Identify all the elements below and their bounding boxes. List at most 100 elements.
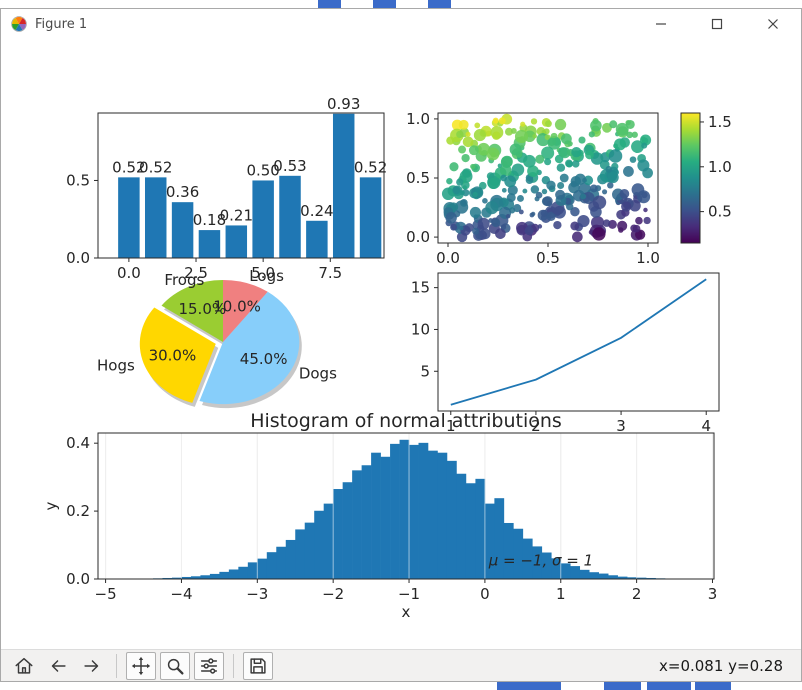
- hist-bar: [162, 577, 173, 579]
- scatter-point: [590, 119, 602, 132]
- y-tick-label: 5: [420, 362, 430, 380]
- hist-bar: [266, 552, 277, 579]
- scatter-point: [459, 190, 465, 196]
- bar-value-label: 0.93: [327, 95, 360, 113]
- scatter-point: [623, 166, 634, 177]
- background-window-fragment: [318, 0, 341, 8]
- toolbar-separator: [233, 653, 234, 678]
- maximize-button[interactable]: [689, 9, 745, 39]
- scatter-point: [530, 211, 536, 217]
- scatter-point: [631, 131, 638, 138]
- x-tick-label: 0.5: [536, 249, 560, 267]
- scatter-point: [643, 207, 648, 213]
- scatter-point: [518, 209, 524, 215]
- background-window-fragment: [695, 682, 731, 690]
- background-window-fragment: [647, 682, 691, 690]
- x-tick-label: −4: [170, 585, 192, 603]
- scatter-point: [473, 129, 486, 142]
- scatter-point: [501, 187, 507, 193]
- scatter-point: [449, 162, 459, 172]
- hist-bar: [380, 456, 391, 579]
- scatter-point: [485, 201, 499, 215]
- axes-box: [97, 432, 715, 580]
- line-chart: 1 2 3 4 5 10 15: [411, 272, 720, 435]
- y-tick-label: 1.0: [406, 110, 430, 128]
- figure-canvas[interactable]: 0.52 0.52 0.36 0.18 0.21 0.50 0.53 0.24 0.93 0.52…: [1, 39, 801, 649]
- titlebar[interactable]: Figure 1: [1, 9, 801, 39]
- hist-bar: [418, 442, 429, 579]
- pie-label: Hogs: [97, 356, 135, 374]
- pie-percent-label: 10.0%: [213, 298, 261, 316]
- bar: [144, 177, 167, 258]
- hist-bar: [522, 538, 533, 579]
- back-button[interactable]: [43, 652, 73, 680]
- scatter-point: [495, 228, 506, 239]
- pie-label: Logs: [249, 267, 284, 285]
- scatter-point: [632, 224, 641, 233]
- scatter-point: [559, 173, 569, 183]
- scatter-point: [522, 188, 528, 194]
- bottom-edge: [0, 682, 802, 690]
- scatter-point: [553, 220, 562, 230]
- scatter-point: [578, 136, 586, 144]
- pan-button[interactable]: [126, 651, 156, 680]
- hist-bar: [247, 562, 258, 579]
- scatter-point: [570, 206, 580, 217]
- scatter-point: [567, 140, 573, 147]
- close-button[interactable]: [745, 9, 801, 39]
- scatter-point: [461, 153, 470, 163]
- pie-slice: [139, 307, 216, 403]
- scatter-point: [486, 147, 500, 161]
- hist-bar: [608, 575, 618, 579]
- scatter-point: [615, 122, 629, 136]
- scatter-point: [446, 177, 453, 185]
- background-window-fragment: [497, 682, 561, 690]
- forward-button[interactable]: [77, 652, 107, 680]
- hist-bar: [560, 563, 571, 579]
- scatter-point: [530, 118, 538, 125]
- hist-bar: [598, 573, 609, 579]
- cursor-position: x=0.081 y=0.28: [659, 656, 783, 675]
- scatter-point: [621, 201, 632, 212]
- hist-bar: [390, 443, 400, 579]
- zoom-button[interactable]: [160, 651, 190, 680]
- hist-bar: [314, 510, 324, 579]
- scatter-point: [446, 136, 455, 145]
- window-title: Figure 1: [35, 16, 88, 32]
- subplots-button[interactable]: [194, 651, 224, 680]
- scatter-point: [602, 219, 611, 227]
- scatter-point: [516, 194, 524, 202]
- scatter-point: [479, 228, 491, 240]
- hist-bar: [579, 569, 590, 579]
- scatter-point: [605, 165, 613, 173]
- scatter-point: [510, 127, 517, 134]
- bar: [252, 180, 274, 258]
- x-tick-label: 5.0: [251, 264, 275, 282]
- scatter-point: [545, 120, 552, 128]
- save-button[interactable]: [243, 651, 273, 680]
- scatter-point: [589, 184, 598, 193]
- arrow-right-icon: [84, 659, 99, 672]
- scatter-point: [554, 118, 567, 131]
- scatter-point: [631, 140, 644, 154]
- toolbar-separator: [116, 653, 117, 678]
- floppy-disk-icon: [250, 657, 266, 674]
- y-tick-label: 0.5: [406, 169, 430, 187]
- hist-bar: [342, 482, 353, 579]
- scatter-point: [629, 156, 637, 163]
- scatter-point: [602, 189, 608, 195]
- line-series: [450, 278, 707, 406]
- hist-bar: [276, 546, 287, 579]
- x-tick-label: 3: [708, 585, 718, 603]
- hist-bar: [484, 503, 495, 579]
- scatter-point: [607, 171, 619, 184]
- scatter-point: [571, 146, 582, 158]
- home-button[interactable]: [9, 652, 39, 680]
- y-tick-label: 15: [411, 279, 430, 297]
- minimize-button[interactable]: [633, 9, 689, 39]
- histogram: −5 −4 −3 −2 −1 0 1 2 3 0.0 0.2 0.4 Histogram of norm…: [42, 410, 717, 621]
- scatter-point: [469, 206, 482, 218]
- y-tick-label: 0.5: [66, 171, 90, 189]
- scatter-point: [505, 213, 511, 219]
- hist-bar: [428, 450, 438, 579]
